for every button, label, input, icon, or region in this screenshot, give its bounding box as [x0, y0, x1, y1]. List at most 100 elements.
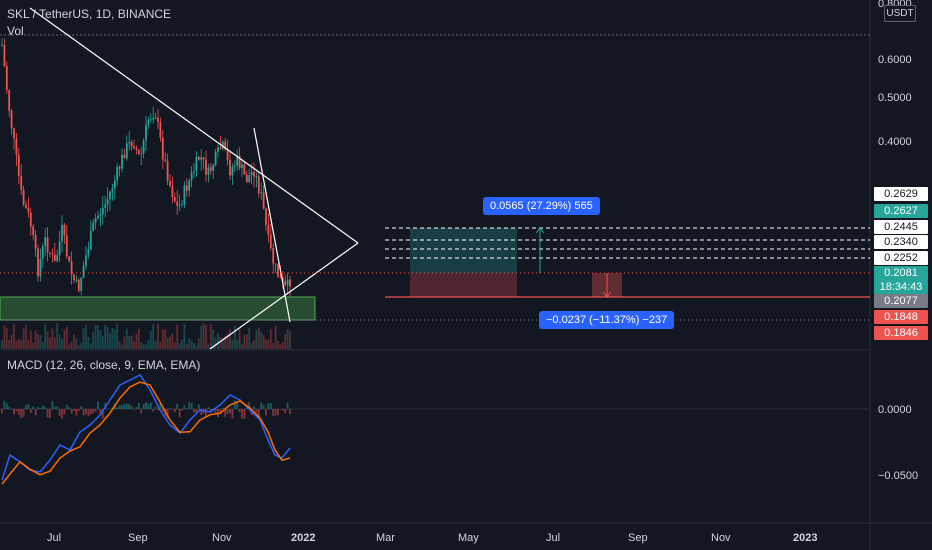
volume-bar [289, 330, 291, 349]
candle-body [272, 248, 275, 264]
macd-hist-bar [25, 405, 27, 409]
volume-bar [3, 325, 6, 349]
volume-bar [269, 329, 272, 349]
volume-bar [173, 341, 176, 349]
macd-hist-bar [29, 409, 32, 414]
macd-hist-bar [253, 405, 255, 409]
candle-body [32, 226, 35, 235]
candle-body [34, 234, 37, 249]
trend-line-lower[interactable] [209, 242, 359, 350]
candle-body [181, 204, 183, 206]
countdown-tag: 18:34:43 [874, 280, 928, 294]
volume-bar [5, 327, 8, 349]
candle-body [164, 159, 167, 161]
profit-zone [410, 228, 517, 273]
candle-body [37, 248, 39, 277]
candle-body [49, 252, 51, 254]
candle-body [176, 201, 179, 206]
volume-legend[interactable]: Vol [7, 24, 24, 38]
volume-bar [56, 323, 59, 349]
macd-hist-bar [226, 409, 229, 414]
macd-hist-bar [224, 409, 227, 417]
candle-body [15, 138, 18, 155]
volume-bar [25, 324, 27, 349]
candle-body [13, 128, 15, 139]
candle-body [22, 189, 25, 205]
macd-hist-bar [61, 409, 63, 419]
macd-hist-bar [193, 409, 195, 413]
macd-hist-bar [272, 409, 275, 417]
volume-bars [1, 323, 291, 349]
price-tick: 0.4000 [878, 136, 912, 148]
volume-bar [195, 344, 198, 349]
volume-bar [116, 323, 119, 349]
loss-arrow-head [602, 291, 612, 298]
candle-body [255, 176, 258, 178]
macd-hist-bar [39, 407, 42, 409]
support-zone-box[interactable] [0, 296, 316, 321]
candle-body [233, 165, 236, 167]
macd-hist-bar [82, 409, 85, 416]
volume-bar [166, 337, 169, 349]
trend-line-upper[interactable] [29, 7, 359, 244]
volume-bar [85, 324, 87, 349]
volume-bar [118, 341, 121, 349]
volume-bar [133, 341, 135, 349]
candle-body [46, 237, 49, 253]
volume-bar [181, 339, 183, 349]
time-tick: Sep [128, 532, 148, 544]
time-tick: Nov [212, 532, 232, 544]
volume-bar [209, 324, 212, 349]
macd-hist-bar [65, 404, 68, 409]
currency-button[interactable]: USDT [884, 5, 916, 22]
candle-body [113, 180, 116, 189]
volume-bar [94, 325, 97, 349]
candle-body [1, 44, 3, 46]
macd-hist-bar [142, 404, 145, 409]
volume-bar [217, 333, 219, 349]
volume-bar [17, 338, 20, 349]
macd-hist-bar [63, 409, 66, 415]
symbol-legend[interactable]: SKL / TetherUS, 1D, BINANCE [7, 7, 172, 21]
macd-hist-bar [269, 403, 272, 409]
price-tag: 0.1848 [874, 310, 928, 324]
macd-hist-bar [118, 405, 121, 409]
macd-hist-bar [68, 407, 71, 409]
trend-line-steep[interactable] [253, 127, 291, 323]
candle-body [118, 167, 121, 169]
volume-bar [10, 334, 13, 349]
candle-body [154, 117, 157, 119]
candle-body [58, 241, 61, 256]
candle-body [209, 167, 212, 171]
volume-bar [147, 339, 150, 349]
candle-body [142, 140, 145, 154]
profit-measure-label[interactable]: 0.0565 (27.29%) 565 [483, 197, 600, 215]
volume-bar [159, 341, 162, 349]
loss-measure-label[interactable]: −0.0237 (−11.37%) −237 [539, 311, 675, 329]
volume-bar [61, 339, 63, 349]
candle-body [219, 147, 222, 149]
volume-bar [272, 342, 275, 349]
volume-bar [49, 337, 51, 349]
candle-body [190, 172, 193, 181]
candle-body [140, 153, 143, 155]
macd-hist-bar [34, 409, 37, 416]
macd-hist-bar [205, 409, 207, 417]
volume-bar [267, 339, 270, 349]
volume-bar [197, 338, 200, 349]
candle-body [51, 253, 54, 255]
time-tick: May [458, 532, 479, 544]
candle-body [109, 191, 111, 200]
price-tag: 0.2629 [874, 187, 928, 201]
macd-hist-bar [123, 403, 126, 409]
macd-legend[interactable]: MACD (12, 26, close, 9, EMA, EMA) [7, 358, 201, 372]
volume-bar [185, 343, 188, 349]
price-tag: 0.2340 [874, 235, 928, 249]
macd-hist-bar [46, 409, 49, 418]
volume-bar [219, 337, 222, 349]
time-tick: Jul [546, 532, 560, 544]
candle-body [286, 279, 289, 286]
candle-body [250, 172, 253, 176]
volume-bar [157, 323, 159, 349]
